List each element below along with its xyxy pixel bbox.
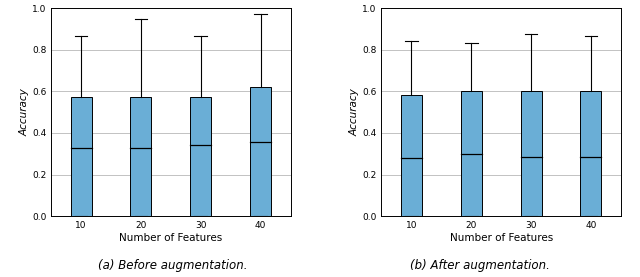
Y-axis label: Accuracy: Accuracy <box>19 88 29 136</box>
Text: (a) Before augmentation.: (a) Before augmentation. <box>98 259 248 272</box>
Bar <box>131 97 152 216</box>
Bar <box>461 91 482 216</box>
Text: (b) After augmentation.: (b) After augmentation. <box>410 259 550 272</box>
Bar <box>70 97 92 216</box>
Bar <box>520 91 541 216</box>
Bar <box>250 87 271 216</box>
Bar <box>401 94 422 216</box>
X-axis label: Number of Features: Number of Features <box>119 233 223 243</box>
Bar <box>580 91 602 216</box>
Y-axis label: Accuracy: Accuracy <box>349 88 360 136</box>
X-axis label: Number of Features: Number of Features <box>449 233 553 243</box>
Bar <box>190 97 211 216</box>
